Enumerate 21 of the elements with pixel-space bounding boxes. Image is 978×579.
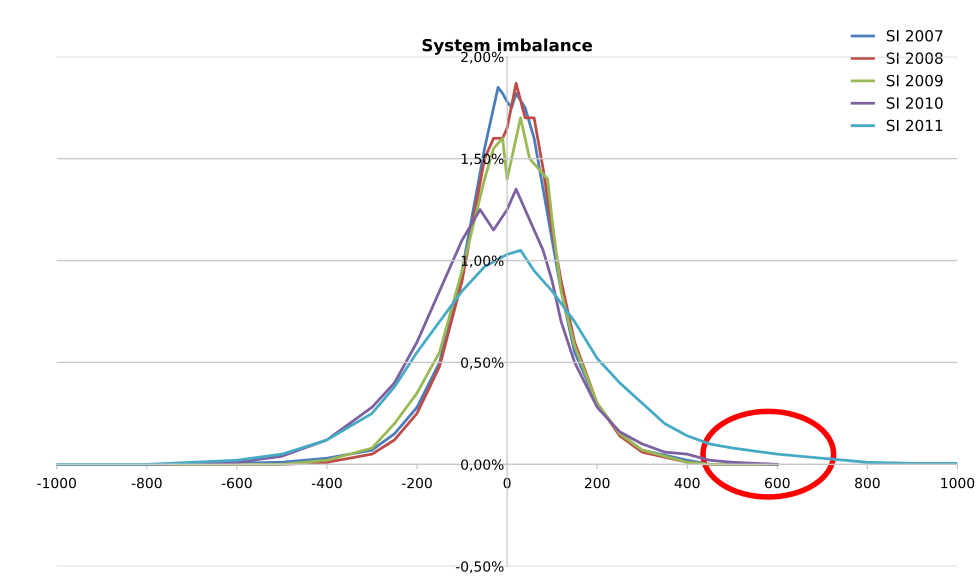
x-tick-label: 200 <box>584 478 610 488</box>
y-tick-label: -0,50% <box>456 561 504 574</box>
legend-label: SI 2009 <box>886 74 943 86</box>
x-tick-label: -200 <box>402 478 432 488</box>
x-tick-label: -1000 <box>37 478 76 488</box>
x-tick-label: -800 <box>132 478 162 488</box>
legend-label: SI 2007 <box>886 30 942 42</box>
x-tick-label: 400 <box>674 478 700 488</box>
legend-label: SI 2008 <box>886 52 943 64</box>
x-tick-label: 800 <box>855 478 880 488</box>
legend-label: SI 2011 <box>886 120 942 132</box>
x-tick-label: 1000 <box>941 478 974 488</box>
x-tick-label: -600 <box>222 478 252 488</box>
legend-label: SI 2010 <box>886 97 943 109</box>
y-tick-label: 1,50% <box>462 154 504 166</box>
y-tick-label: 1,00% <box>462 256 504 268</box>
x-tick-label: 600 <box>765 478 790 488</box>
x-tick-label: -400 <box>312 478 342 488</box>
y-tick-label: 0,00% <box>461 459 504 472</box>
x-tick-label: 0 <box>504 478 511 488</box>
y-tick-label: 0,50% <box>461 357 504 370</box>
